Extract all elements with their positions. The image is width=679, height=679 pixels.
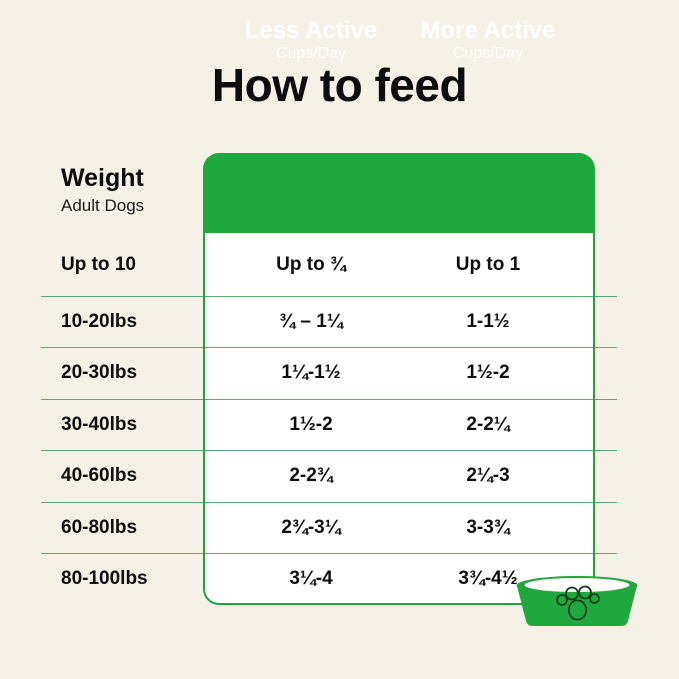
table-row: 80-100lbs 3¼-4 3¾-4½ [0, 553, 679, 605]
more-active-cell: Up to 1 [455, 253, 521, 275]
less-active-cell: 3¼-4 [289, 568, 333, 589]
row-divider [41, 502, 617, 503]
more-active-cell: 3¾-4½ [458, 568, 518, 589]
more-active-units: Cups/Day [452, 45, 524, 63]
column-header-less-active: Less Active Cups/Day [215, 0, 407, 80]
weight-cell: 20-30lbs [61, 362, 138, 383]
more-active-cell: 3-3¾ [466, 516, 510, 538]
more-active-cell: 2¼-3 [466, 465, 510, 486]
less-active-cell: 2-2¾ [289, 465, 333, 486]
weight-cell: 30-40lbs [61, 413, 138, 435]
less-active-cell: 2¾-3¼ [281, 516, 341, 538]
weight-cell: 10-20lbs [61, 310, 138, 332]
more-active-label: More Active [420, 16, 556, 44]
more-active-cell: 2-2¼ [466, 413, 510, 435]
weight-label: Weight [61, 164, 144, 192]
row-divider [41, 399, 617, 400]
weight-cell: 40-60lbs [61, 465, 138, 486]
less-active-cell: 1¼-1½ [281, 362, 341, 383]
table-row: 40-60lbs 2-2¾ 2¼-3 [0, 450, 679, 502]
less-active-cell: ¾ – 1¼ [279, 310, 343, 332]
page-title: How to feed [211, 59, 468, 111]
table-body-panel [203, 233, 595, 605]
row-divider [41, 450, 617, 451]
weight-column-header: Weight Adult Dogs [61, 164, 145, 216]
table-row: 60-80lbs 2¾-3¼ 3-3¾ [0, 502, 679, 553]
column-header-more-active: More Active Cups/Day [392, 0, 584, 80]
weight-cell: Up to 10 [61, 253, 136, 275]
more-active-cell: 1-1½ [466, 310, 510, 332]
table-row: 30-40lbs 1½-2 2-2¼ [0, 399, 679, 450]
less-active-cell: 1½-2 [289, 413, 333, 435]
more-active-cell: 1½-2 [466, 362, 510, 383]
weight-sublabel: Adult Dogs [61, 195, 145, 215]
row-divider [41, 296, 617, 297]
table-row: 10-20lbs ¾ – 1¼ 1-1½ [0, 296, 679, 347]
weight-cell: 80-100lbs [61, 568, 148, 589]
table-row: 20-30lbs 1¼-1½ 1½-2 [0, 347, 679, 399]
row-divider [41, 553, 617, 554]
less-active-label: Less Active [244, 16, 378, 44]
table-row: Up to 10 Up to ¾ Up to 1 [0, 233, 679, 296]
weight-cell: 60-80lbs [61, 516, 138, 538]
less-active-cell: Up to ¾ [276, 253, 346, 275]
less-active-units: Cups/Day [275, 45, 347, 63]
dog-bowl-paw-icon [516, 576, 638, 626]
row-divider [41, 347, 617, 348]
table-header-band [203, 153, 595, 233]
